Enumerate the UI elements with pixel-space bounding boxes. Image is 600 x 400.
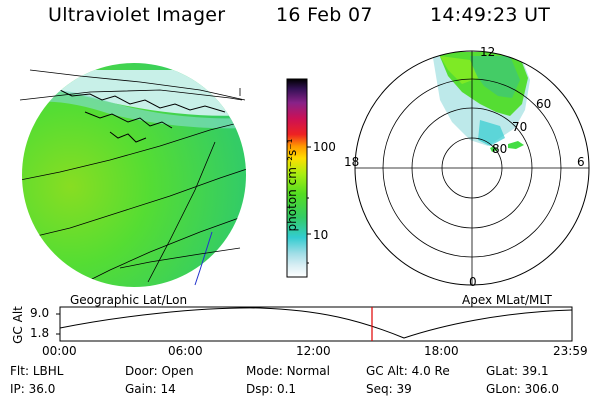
info-gain: Gain: 14 [125, 382, 176, 396]
geographic-map-label: Geographic Lat/Lon [70, 293, 188, 307]
mlt-label-12: 12 [480, 45, 496, 59]
info-seq: Seq: 39 [366, 382, 412, 396]
altitude-ytick-9: 9.0 [30, 306, 50, 320]
time-tick-1200: 12:00 [296, 344, 331, 358]
time-tick-0000: 00:00 [42, 344, 77, 358]
mlat-label-60: 60 [536, 97, 552, 111]
colorbar-tick-10: 10 [313, 228, 329, 242]
mlt-label-18: 18 [344, 155, 360, 169]
info-mode: Mode: Normal [246, 364, 330, 378]
info-glon: GLon: 306.0 [486, 382, 559, 396]
info-gc-alt: GC Alt: 4.0 Re [366, 364, 450, 378]
time-tick-1800: 18:00 [424, 344, 459, 358]
time-label: 14:49:23 UT [430, 4, 551, 26]
colorbar [286, 78, 311, 278]
instrument-title: Ultraviolet Imager [48, 4, 226, 26]
info-glat: GLat: 39.1 [486, 364, 549, 378]
time-tick-0600: 06:00 [168, 344, 203, 358]
mlat-label-80: 80 [492, 142, 508, 156]
time-tick-2359: 23:59 [553, 344, 588, 358]
mlat-label-70: 70 [512, 120, 528, 134]
apex-map-label: Apex MLat/MLT [462, 293, 552, 307]
info-dsp: Dsp: 0.1 [246, 382, 297, 396]
altitude-ytick-1.8: 1.8 [30, 326, 50, 340]
info-door: Door: Open [125, 364, 194, 378]
mlt-label-0: 0 [469, 275, 477, 289]
info-flt: Flt: LBHL [10, 364, 64, 378]
colorbar-tick-100: 100 [313, 140, 336, 154]
info-ip: IP: 36.0 [10, 382, 56, 396]
altitude-ylabel: GC Alt [11, 306, 25, 344]
date-label: 16 Feb 07 [276, 4, 373, 26]
mlt-label-6: 6 [577, 155, 585, 169]
